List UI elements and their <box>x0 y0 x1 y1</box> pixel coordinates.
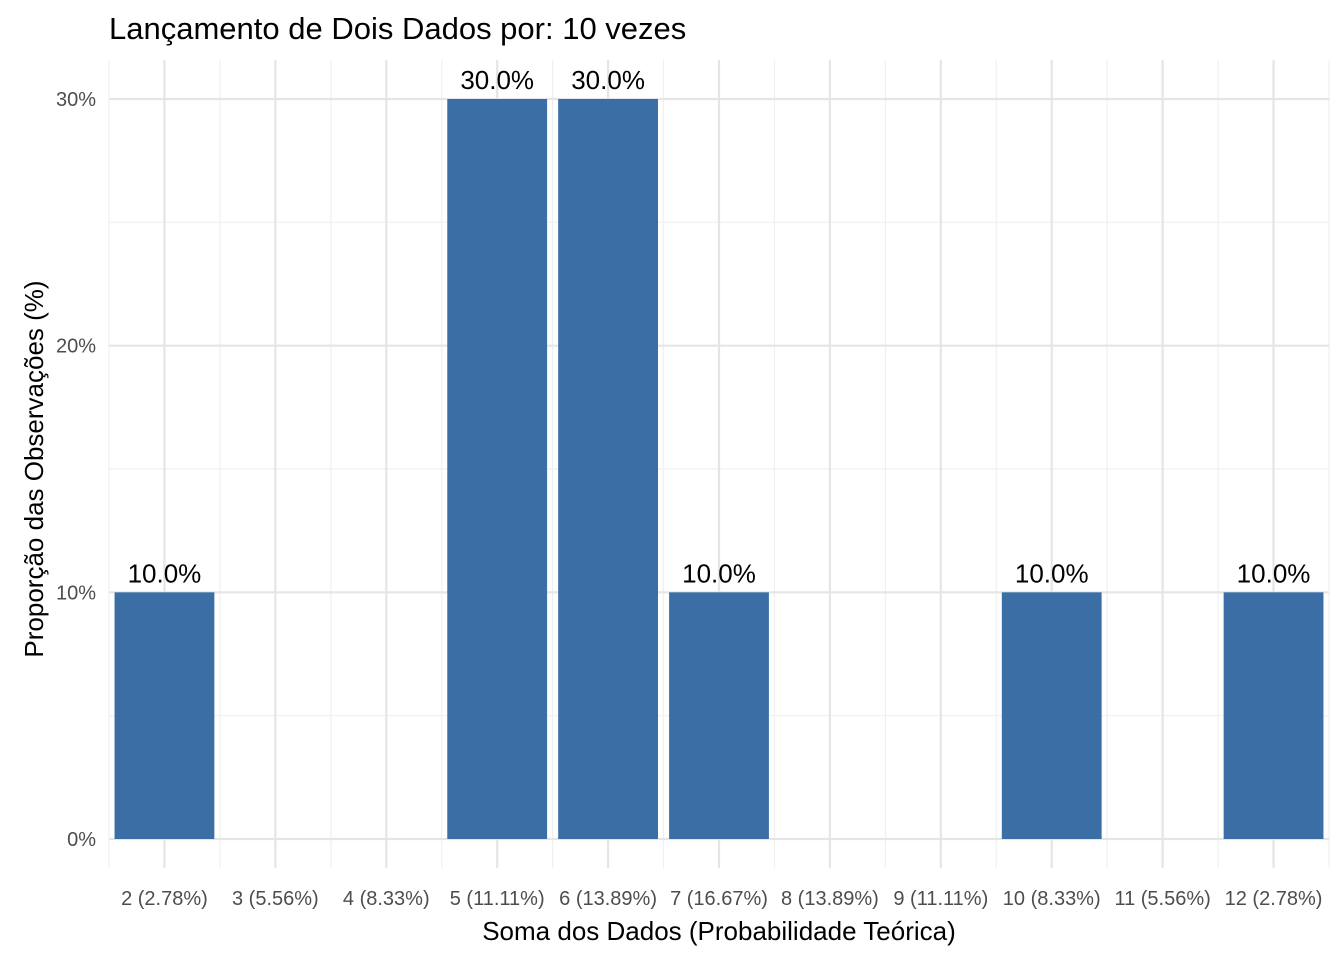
bar <box>1001 592 1102 839</box>
data-label: 10.0% <box>682 558 756 588</box>
x-tick-label: 3 (5.56%) <box>232 888 319 910</box>
y-tick-label: 0% <box>67 829 96 851</box>
y-axis-ticks: 0% 10% 20% 30% <box>56 89 96 851</box>
data-label: 30.0% <box>571 65 645 95</box>
bar <box>669 592 769 839</box>
bar <box>447 99 548 839</box>
x-tick-label: 4 (8.33%) <box>343 888 430 910</box>
chart-title: Lançamento de Dois Dados por: 10 vezes <box>109 11 686 46</box>
data-label: 10.0% <box>1015 558 1089 588</box>
x-tick-label: 2 (2.78%) <box>121 888 208 910</box>
bar <box>114 592 215 839</box>
x-tick-label: 11 (5.56%) <box>1114 888 1210 910</box>
y-tick-label: 20% <box>56 336 96 358</box>
y-tick-label: 30% <box>56 89 96 111</box>
x-tick-label: 7 (16.67%) <box>670 888 768 910</box>
x-tick-label: 8 (13.89%) <box>781 888 879 910</box>
bars-layer <box>114 99 1324 839</box>
x-tick-label: 5 (11.11%) <box>450 888 545 910</box>
data-label: 10.0% <box>1237 558 1311 588</box>
x-tick-label: 6 (13.89%) <box>559 888 657 910</box>
x-axis-ticks: 2 (2.78%) 3 (5.56%) 4 (8.33%) 5 (11.11%) 6 (… <box>121 888 1322 910</box>
bar <box>1223 592 1324 839</box>
data-label: 10.0% <box>128 558 202 588</box>
x-tick-label: 10 (8.33%) <box>1003 888 1101 910</box>
x-tick-label: 9 (11.11%) <box>893 888 988 910</box>
data-label: 30.0% <box>460 65 534 95</box>
y-axis-title: Proporção das Observações (%) <box>19 280 49 657</box>
y-tick-label: 10% <box>56 582 96 604</box>
x-axis-title: Soma dos Dados (Probabilidade Teórica) <box>482 916 956 946</box>
x-tick-label: 12 (2.78%) <box>1225 888 1323 910</box>
data-labels: 10.0% 30.0% 30.0% 10.0% 10.0% 10.0% <box>128 65 1311 588</box>
bar <box>558 99 658 839</box>
